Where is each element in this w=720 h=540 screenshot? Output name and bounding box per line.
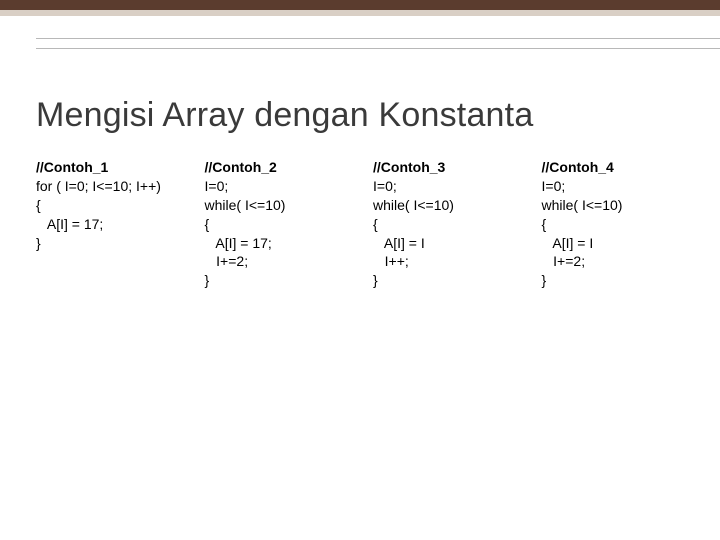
- code-line: I++;: [373, 253, 409, 269]
- code-line: I+=2;: [542, 253, 586, 269]
- rule-bottom: [36, 48, 720, 49]
- code-line: {: [205, 216, 210, 232]
- code-line: for ( I=0; I<=10; I++): [36, 178, 161, 194]
- code-line: {: [36, 197, 41, 213]
- code-line: A[I] = 17;: [205, 235, 272, 251]
- top-accent: [0, 0, 720, 18]
- code-line: A[I] = 17;: [36, 216, 103, 232]
- code-line: I+=2;: [205, 253, 249, 269]
- code-column: //Contoh_2 I=0; while( I<=10) { A[I] = 1…: [205, 158, 364, 290]
- code-line: }: [205, 272, 210, 288]
- code-line: }: [373, 272, 378, 288]
- code-line: while( I<=10): [542, 197, 623, 213]
- code-line: A[I] = I: [373, 235, 425, 251]
- code-header: //Contoh_2: [205, 159, 277, 175]
- code-column: //Contoh_4 I=0; while( I<=10) { A[I] = I…: [542, 158, 701, 290]
- accent-bar-light: [0, 10, 720, 16]
- code-column: //Contoh_1 for ( I=0; I<=10; I++) { A[I]…: [36, 158, 195, 290]
- code-line: A[I] = I: [542, 235, 594, 251]
- code-line: while( I<=10): [205, 197, 286, 213]
- code-line: }: [36, 235, 41, 251]
- code-header: //Contoh_3: [373, 159, 445, 175]
- code-line: I=0;: [205, 178, 229, 194]
- code-header: //Contoh_1: [36, 159, 108, 175]
- code-line: I=0;: [542, 178, 566, 194]
- code-line: {: [542, 216, 547, 232]
- code-line: }: [542, 272, 547, 288]
- code-line: I=0;: [373, 178, 397, 194]
- code-line: while( I<=10): [373, 197, 454, 213]
- slide-title: Mengisi Array dengan Konstanta: [36, 96, 533, 135]
- code-columns: //Contoh_1 for ( I=0; I<=10; I++) { A[I]…: [36, 158, 700, 290]
- accent-bar-dark: [0, 0, 720, 10]
- code-header: //Contoh_4: [542, 159, 614, 175]
- rule-top: [36, 38, 720, 39]
- code-column: //Contoh_3 I=0; while( I<=10) { A[I] = I…: [373, 158, 532, 290]
- code-line: {: [373, 216, 378, 232]
